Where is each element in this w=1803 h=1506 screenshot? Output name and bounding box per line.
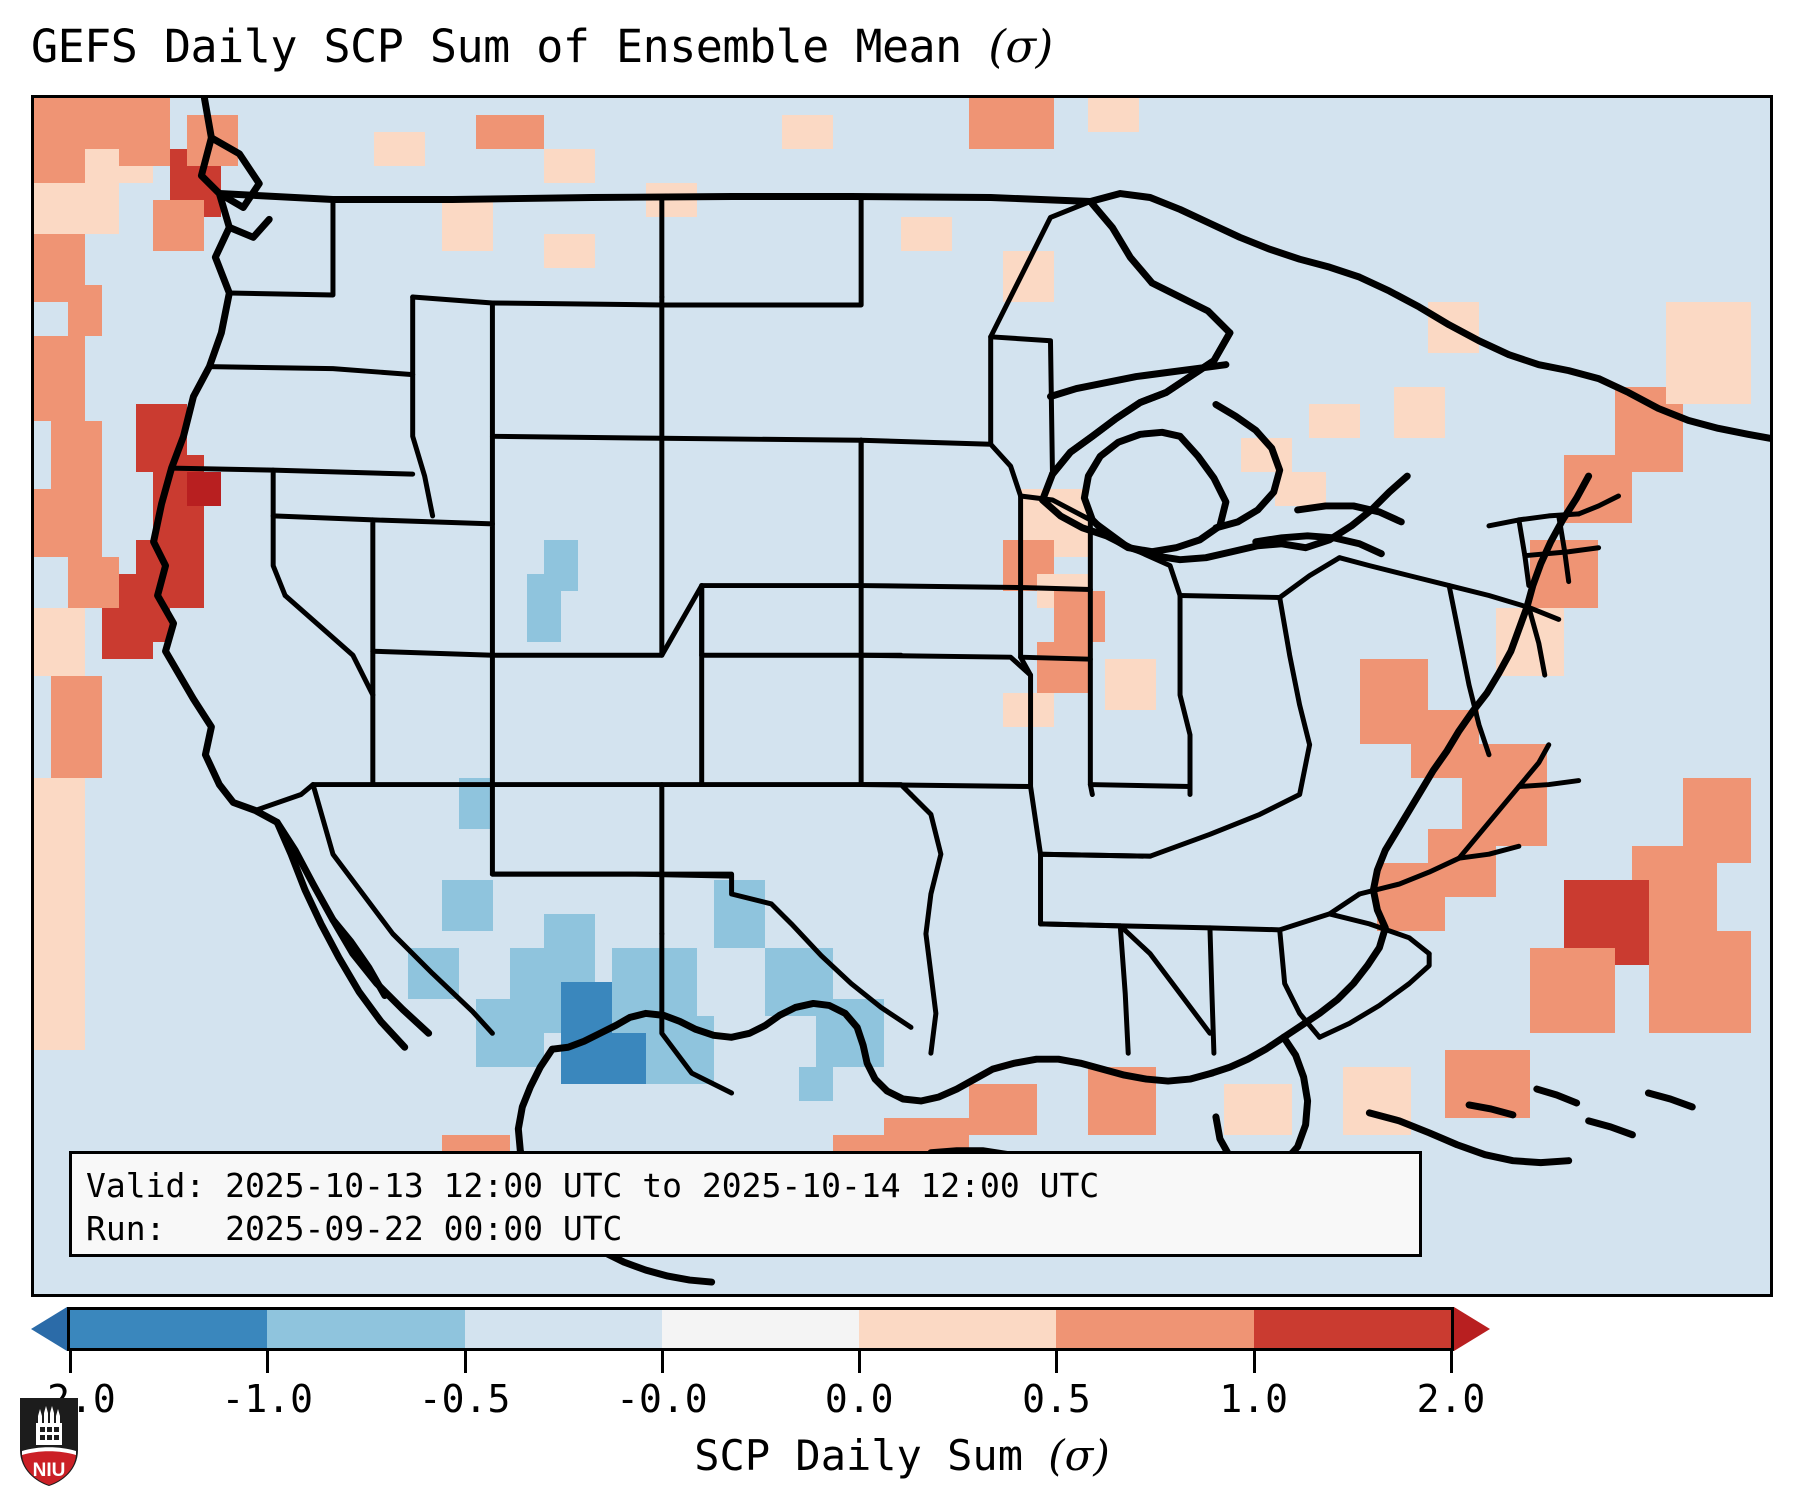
heatmap-cell	[782, 115, 833, 149]
colorbar-tick-labels: -2.0-1.0-0.5-0.00.00.51.02.0	[24, 1375, 1773, 1423]
niu-castle-windows	[40, 1427, 59, 1440]
colorbar-segment-3	[661, 1310, 860, 1348]
heatmap-cell	[714, 880, 765, 948]
heatmap-cell	[1156, 659, 1190, 693]
colorbar-tick-label-1: -1.0	[221, 1377, 314, 1421]
niu-logo-wordmark: NIU	[33, 1460, 66, 1481]
heatmap-cell	[442, 880, 493, 931]
colorbar-segment-2	[464, 1310, 662, 1348]
niu-shield-divider	[22, 1447, 76, 1455]
heatmap-cell	[901, 217, 952, 251]
state-borders	[169, 195, 1622, 1096]
annotation-run-line: Run: 2025-09-22 00:00 UTC	[86, 1209, 623, 1248]
heatmap-cell	[1037, 642, 1088, 693]
colorbar-tick-4	[858, 1351, 862, 1373]
colorbar-tick-label-7: 2.0	[1416, 1377, 1486, 1421]
heatmap-cell	[51, 421, 102, 489]
colorbar-tick-label-6: 1.0	[1219, 1377, 1289, 1421]
heatmap-cell	[68, 285, 102, 336]
page-title: GEFS Daily SCP Sum of Ensemble Mean (σ)	[31, 16, 1773, 78]
colorbar-ticks	[31, 1351, 1773, 1373]
heatmap-cell	[969, 98, 1054, 149]
colorbar-tick-label-5: 0.5	[1022, 1377, 1091, 1421]
heatmap-cell	[1377, 863, 1445, 931]
colorbar[interactable]	[27, 1303, 1773, 1355]
colorbar-segment-4	[859, 1310, 1057, 1348]
heatmap-cell	[34, 183, 119, 234]
page-title-sigma: (σ)	[988, 20, 1053, 73]
heatmap-cell	[187, 472, 221, 506]
colorbar-tick-0	[69, 1351, 72, 1373]
heatmap-cell	[136, 98, 170, 132]
colorbar-tick-3	[660, 1351, 664, 1373]
colorbar-tick-label-4: 0.0	[824, 1377, 894, 1421]
colorbar-axis-label: SCP Daily Sum (σ)	[31, 1428, 1773, 1484]
map-panel[interactable]: Valid: 2025-10-13 12:00 UTC to 2025-10-1…	[31, 95, 1773, 1297]
heatmap-cell	[34, 489, 102, 557]
heatmap-cell	[102, 608, 153, 659]
heatmap-cell	[34, 336, 85, 421]
heatmap-cell	[442, 200, 493, 251]
heatmap-cell	[1275, 472, 1326, 506]
heatmap-cell	[799, 1067, 833, 1101]
heatmap-cell	[34, 778, 85, 914]
niu-logo: NIU	[18, 1396, 80, 1488]
heatmap-cell	[1394, 387, 1445, 438]
heatmap-cell	[1054, 591, 1105, 642]
heatmap-cell	[34, 914, 85, 1050]
heatmap-cell	[544, 149, 595, 183]
heatmap-cell	[1530, 948, 1615, 1033]
heatmap-cell	[153, 200, 204, 251]
heatmap-cell	[1224, 1084, 1292, 1135]
niu-logo-svg: NIU	[20, 1398, 78, 1486]
heatmap-cell	[816, 999, 884, 1067]
niu-shield-bottom	[22, 1449, 76, 1485]
heatmap-cell	[646, 1016, 714, 1084]
coastlines-and-borders	[150, 98, 1770, 1286]
page-title-text: GEFS Daily SCP Sum of Ensemble Mean	[31, 20, 989, 73]
heatmap-cell	[1666, 302, 1751, 404]
colorbar-axis-label-sigma: (σ)	[1048, 1431, 1110, 1480]
heatmap-cell	[476, 115, 544, 149]
heatmap-cell	[544, 540, 578, 591]
colorbar-under-arrow	[31, 1307, 67, 1351]
heatmap-cell	[1309, 404, 1360, 438]
colorbar-tick-5	[1055, 1351, 1059, 1373]
heatmap-cell	[1088, 98, 1139, 132]
heatmap-cell	[969, 1084, 1037, 1135]
heatmap-cell	[476, 999, 544, 1067]
heatmap-grid-layer	[34, 98, 1770, 1294]
colorbar-tick-label-2: -0.5	[418, 1377, 511, 1421]
heatmap-cell	[34, 149, 85, 183]
heatmap-cell	[1649, 931, 1751, 1033]
colorbar-gradient[interactable]	[67, 1307, 1454, 1351]
heatmap-cell	[34, 608, 85, 676]
annotation-box: Valid: 2025-10-13 12:00 UTC to 2025-10-1…	[69, 1151, 1422, 1257]
heatmap-cell	[544, 234, 595, 268]
annotation-valid-line: Valid: 2025-10-13 12:00 UTC to 2025-10-1…	[86, 1166, 1100, 1205]
colorbar-tick-2	[463, 1351, 467, 1373]
colorbar-segment-6	[1253, 1310, 1451, 1348]
heatmap-cell	[1683, 778, 1751, 863]
geography-svg	[150, 98, 1770, 1286]
colorbar-segment-1	[267, 1310, 465, 1348]
colorbar-tick-1	[266, 1351, 270, 1373]
heatmap-cell	[1105, 659, 1156, 710]
colorbar-tick-7	[1450, 1351, 1453, 1373]
colorbar-tick-6	[1252, 1351, 1256, 1373]
heatmap-cell	[68, 557, 119, 608]
heatmap-cell	[51, 676, 102, 778]
colorbar-segment-5	[1056, 1310, 1254, 1348]
heatmap-cell	[374, 132, 425, 166]
colorbar-segment-0	[70, 1310, 268, 1348]
colorbar-axis-label-text: SCP Daily Sum	[694, 1431, 1049, 1480]
colorbar-over-arrow	[1454, 1307, 1490, 1351]
geography-overlay	[34, 98, 1770, 1294]
colorbar-tick-label-3: -0.0	[616, 1377, 708, 1421]
